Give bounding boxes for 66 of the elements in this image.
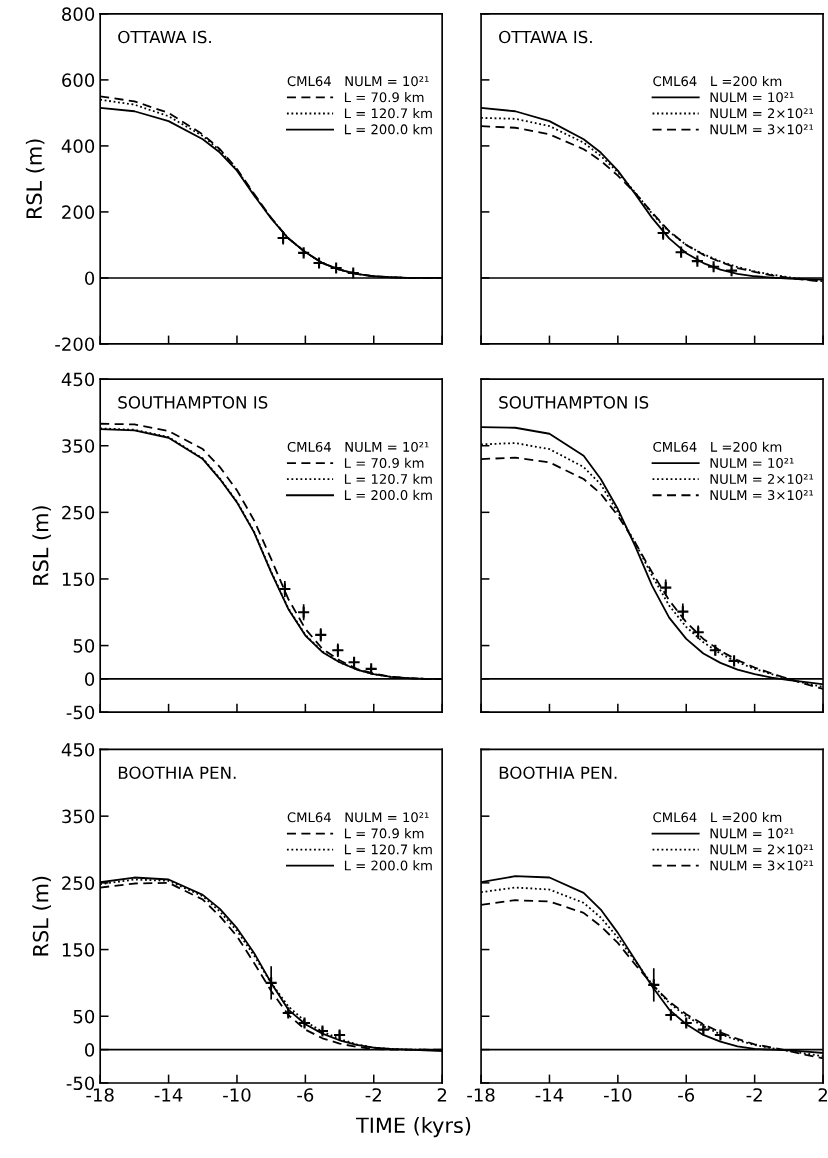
y-tick-label: 350 bbox=[62, 809, 95, 824]
y-tick-label: -50 bbox=[66, 1076, 95, 1091]
x-tick-label: 2 bbox=[818, 1088, 827, 1102]
legend-title: CML64 NULM = 10²¹ bbox=[287, 812, 429, 823]
legend-label: L = 200.0 km bbox=[344, 860, 432, 871]
x-tick-label: -18 bbox=[467, 1088, 495, 1102]
text: BOOTHIA PEN. bbox=[118, 766, 236, 780]
y-tick-label: 450 bbox=[61, 742, 95, 757]
x-tick-label: -6 bbox=[678, 1088, 695, 1102]
y-tick-label: 50 bbox=[73, 639, 95, 653]
x-tick-label: -14 bbox=[154, 1088, 183, 1102]
y-tick-label: 50 bbox=[73, 1009, 95, 1024]
y-tick-label: 450 bbox=[61, 372, 95, 387]
y-tick-label: 250 bbox=[62, 876, 95, 890]
y-tick-label: 400 bbox=[61, 139, 95, 154]
legend-label: NULM = 2×10²¹ bbox=[710, 108, 814, 119]
y-axis-title: RSL (m) bbox=[32, 506, 51, 585]
y-tick-label: -50 bbox=[66, 705, 95, 720]
legend-label: NULM = 3×10²¹ bbox=[710, 860, 814, 871]
x-tick-label: -2 bbox=[746, 1088, 762, 1102]
y-axis-title: RSL (m) bbox=[25, 139, 45, 219]
legend-label: NULM = 10²¹ bbox=[710, 457, 794, 468]
y-tick-label: 250 bbox=[62, 505, 95, 520]
x-tick-label: -14 bbox=[535, 1088, 564, 1102]
x-tick-label: -6 bbox=[297, 1088, 314, 1102]
x-tick-label: -10 bbox=[603, 1088, 632, 1102]
legend-label: L = 120.7 km bbox=[344, 108, 432, 119]
legend-label: NULM = 3×10²¹ bbox=[710, 124, 814, 135]
legend-label: L = 200.0 km bbox=[344, 489, 432, 501]
x-tick-label: 2 bbox=[437, 1088, 447, 1102]
text: OTTAWA IS. bbox=[499, 30, 592, 44]
legend-label: NULM = 2×10²¹ bbox=[710, 474, 814, 484]
legend-label: L = 70.9 km bbox=[344, 457, 424, 468]
legend-title: CML64 NULM = 10²¹ bbox=[287, 441, 429, 452]
legend-title: CML64 L =200 km bbox=[653, 812, 782, 823]
y-tick-label: 0 bbox=[85, 672, 95, 686]
legend-label: NULM = 2×10²¹ bbox=[710, 844, 814, 855]
x-tick-label: -10 bbox=[223, 1088, 251, 1102]
text: SOUTHAMPTON IS bbox=[499, 396, 649, 409]
text: BOOTHIA PEN. bbox=[499, 766, 617, 780]
text: SOUTHAMPTON IS bbox=[118, 396, 268, 409]
legend-label: NULM = 3×10²¹ bbox=[710, 490, 814, 501]
text: OTTAWA IS. bbox=[118, 30, 211, 44]
y-tick-label: 0 bbox=[85, 271, 95, 286]
y-tick-label: 600 bbox=[62, 73, 95, 88]
legend-label: L = 70.9 km bbox=[344, 828, 424, 839]
legend-label: NULM = 10²¹ bbox=[710, 92, 794, 103]
legend-title: CML64 NULM = 10²¹ bbox=[287, 76, 429, 87]
y-tick-label: -200 bbox=[55, 337, 95, 352]
x-tick-label: -2 bbox=[365, 1088, 381, 1102]
y-tick-label: 350 bbox=[62, 439, 95, 453]
legend-title: CML64 L =200 km bbox=[653, 75, 782, 87]
legend-label: L = 200.0 km bbox=[344, 124, 432, 135]
x-tick-label: -18 bbox=[86, 1088, 114, 1102]
y-tick-label: 200 bbox=[62, 205, 95, 220]
y-tick-label: 150 bbox=[62, 943, 95, 957]
y-tick-label: 150 bbox=[62, 572, 95, 587]
legend-label: L = 70.9 km bbox=[344, 92, 424, 103]
legend-label: NULM = 10²¹ bbox=[710, 828, 794, 839]
y-axis-title: RSL (m) bbox=[32, 876, 51, 956]
x-axis-title: TIME (kyrs) bbox=[355, 1116, 471, 1138]
legend-label: L = 120.7 km bbox=[344, 844, 432, 855]
legend-label: L = 120.7 km bbox=[344, 473, 432, 484]
y-tick-label: 800 bbox=[62, 7, 95, 22]
legend-title: CML64 L =200 km bbox=[653, 441, 782, 452]
y-tick-label: 0 bbox=[85, 1043, 95, 1057]
